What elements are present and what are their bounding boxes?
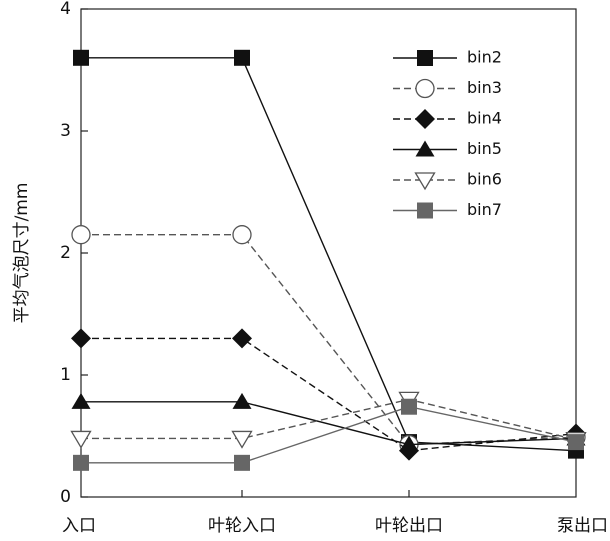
data-point-bin7	[401, 398, 417, 415]
data-point-bin5	[399, 435, 419, 452]
data-point-bin3	[71, 225, 91, 245]
series-line-bin2	[81, 57, 577, 452]
series-line-bin7	[81, 405, 577, 464]
x-category-label: 入口	[62, 516, 96, 536]
data-point-bin5	[71, 392, 91, 409]
legend-label: bin5	[467, 139, 502, 158]
data-point-bin7	[568, 434, 584, 451]
series-layer	[70, 49, 587, 471]
data-point-bin6	[70, 430, 92, 449]
legend-label: bin2	[467, 48, 502, 67]
data-point-bin7	[234, 454, 250, 471]
legend-item: bin2	[393, 48, 502, 67]
series-line-bin6	[81, 398, 577, 441]
series-bin7	[73, 398, 584, 471]
y-tick-label: 4	[60, 0, 71, 19]
legend-marker	[415, 109, 435, 129]
series-bin3	[71, 225, 586, 455]
data-point-bin3	[232, 225, 252, 245]
legend-marker	[414, 172, 436, 191]
y-tick-label: 1	[60, 365, 71, 385]
y-tick-label: 3	[60, 121, 71, 141]
x-category-label: 叶轮出口	[375, 516, 443, 536]
legend-marker	[417, 202, 433, 219]
legend-item: bin7	[393, 200, 502, 219]
y-tick-label: 0	[60, 487, 71, 507]
data-point-bin5	[232, 392, 252, 409]
series-bin5	[71, 392, 586, 452]
legend-marker	[417, 50, 433, 66]
x-axis-ticks: 入口 叶轮入口 叶轮出口 泵出口	[62, 490, 608, 536]
legend-marker	[415, 140, 435, 157]
legend-marker	[415, 78, 435, 99]
data-point-bin2	[73, 49, 89, 66]
y-axis-title: 平均气泡尺寸/mm	[12, 183, 32, 324]
legend-item: bin5	[393, 139, 502, 158]
legend-label: bin3	[467, 78, 502, 97]
legend-item: bin4	[393, 109, 502, 129]
legend-label: bin4	[467, 109, 502, 128]
series-line-bin5	[81, 401, 577, 446]
x-category-label: 叶轮入口	[208, 516, 276, 536]
legend: bin2 bin3 bin4 bin5 bin6 bin7	[393, 48, 502, 219]
x-category-label: 泵出口	[557, 516, 608, 536]
y-axis-ticks: 0 1 2 3 4	[60, 0, 88, 507]
data-point-bin4	[71, 328, 91, 349]
legend-item: bin6	[393, 170, 502, 191]
legend-item: bin3	[393, 78, 502, 99]
legend-label: bin6	[467, 170, 502, 189]
data-point-bin6	[231, 430, 253, 449]
data-point-bin2	[234, 49, 250, 66]
series-line-bin3	[81, 233, 577, 446]
legend-label: bin7	[467, 200, 502, 219]
data-point-bin7	[73, 454, 89, 471]
data-point-bin4	[232, 328, 252, 349]
y-tick-label: 2	[60, 243, 71, 263]
